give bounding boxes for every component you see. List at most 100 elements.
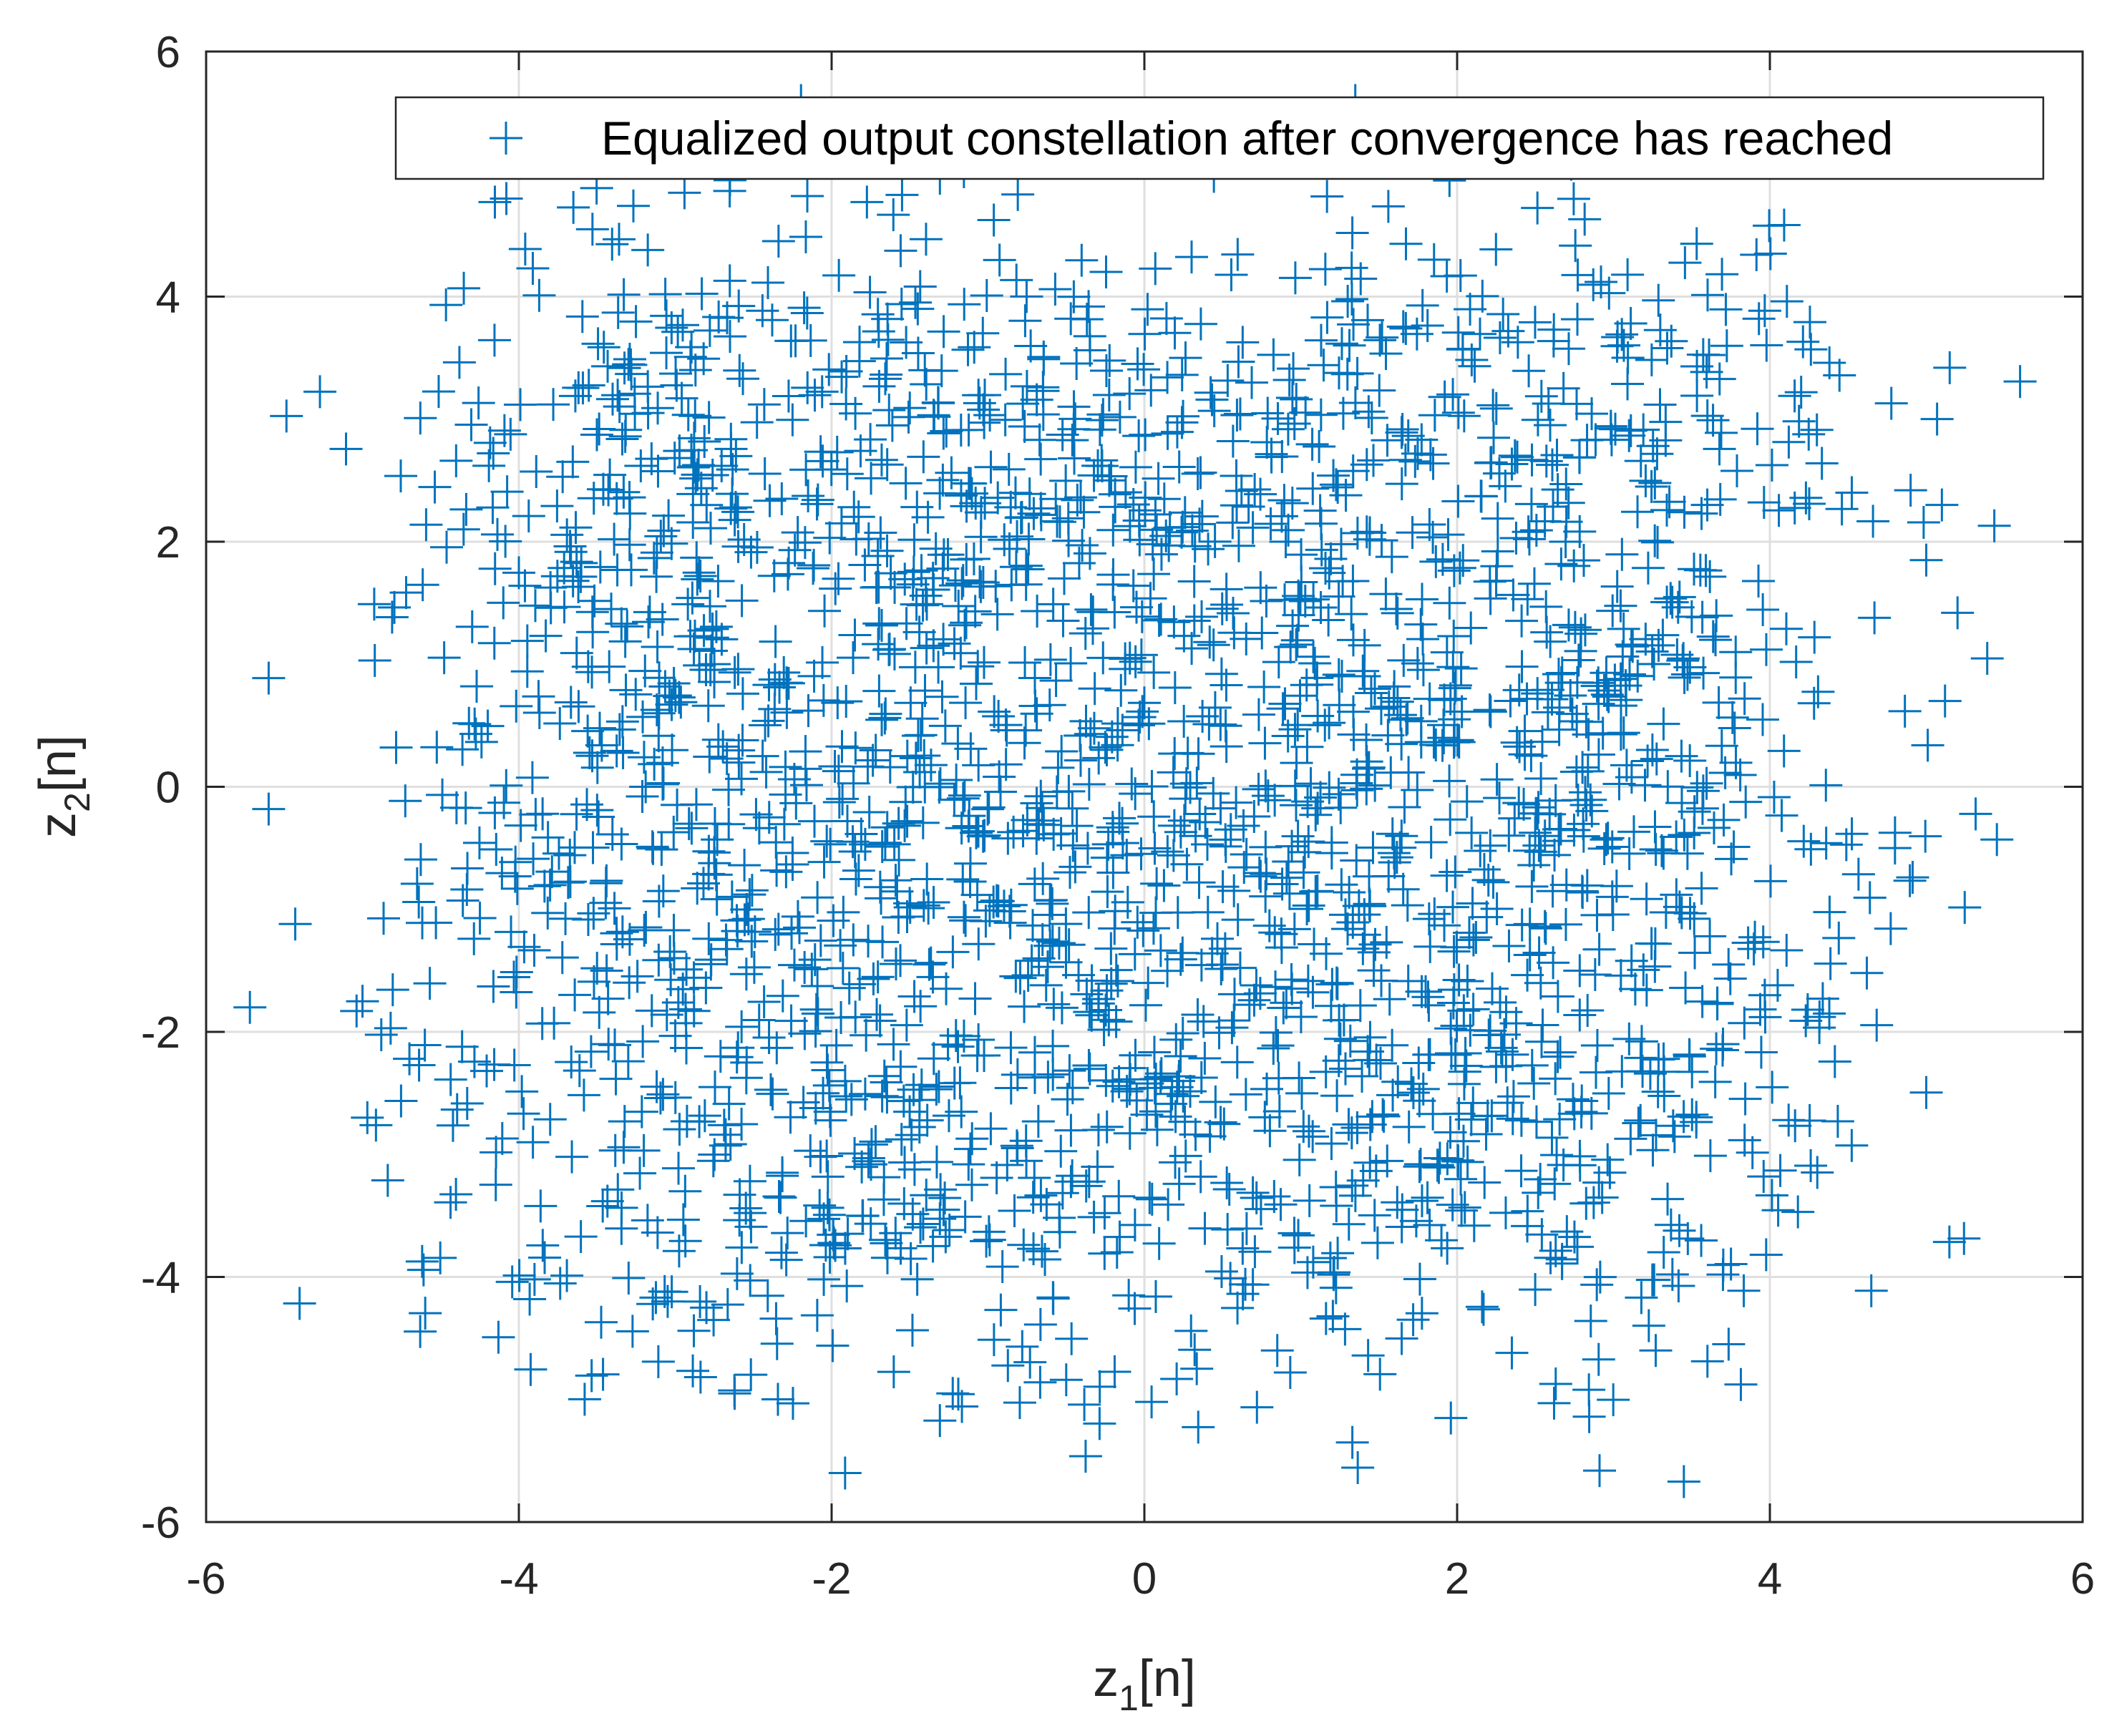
data-point: [1423, 1141, 1456, 1175]
data-point: [1534, 409, 1567, 442]
data-point: [1793, 306, 1826, 339]
data-point: [826, 951, 860, 985]
data-point: [1126, 914, 1160, 947]
data-point: [1170, 847, 1204, 881]
data-point: [1436, 986, 1470, 1020]
data-point: [1477, 421, 1511, 454]
data-point: [1555, 697, 1589, 731]
data-point: [949, 686, 983, 720]
data-point: [904, 1211, 938, 1244]
data-point: [1208, 932, 1242, 965]
data-point: [926, 463, 960, 497]
data-point: [962, 927, 996, 961]
data-point: [1265, 931, 1298, 965]
data-point: [714, 422, 748, 456]
data-point: [893, 391, 927, 425]
data-point: [402, 885, 436, 919]
data-point: [1610, 748, 1643, 782]
data-point: [822, 785, 856, 819]
data-point: [1557, 182, 1590, 215]
data-point: [642, 719, 676, 753]
data-point: [729, 957, 763, 991]
data-point: [1238, 1235, 1272, 1269]
data-point: [1341, 1450, 1375, 1484]
data-point: [1290, 1256, 1324, 1289]
data-point: [1220, 786, 1253, 819]
data-point: [1257, 1032, 1290, 1066]
data-point: [967, 645, 1001, 679]
data-point: [877, 1355, 910, 1389]
data-point: [1227, 851, 1261, 884]
data-point: [434, 1063, 467, 1096]
data-point: [1401, 437, 1434, 470]
data-point: [404, 401, 437, 435]
data-point: [1052, 774, 1086, 808]
data-point: [619, 305, 653, 338]
data-point: [676, 1354, 710, 1388]
data-point: [1147, 869, 1181, 902]
data-point: [1616, 630, 1650, 663]
data-point: [439, 1178, 473, 1211]
data-point: [1262, 1095, 1296, 1128]
data-point: [1285, 565, 1318, 599]
data-point: [1933, 351, 1967, 384]
data-point: [1118, 1292, 1152, 1325]
data-point: [1389, 312, 1423, 346]
data-point: [1427, 721, 1461, 755]
data-point: [1310, 937, 1343, 970]
data-point: [1539, 1367, 1572, 1401]
data-point: [1668, 246, 1702, 280]
data-point: [960, 816, 993, 849]
data-point: [962, 1023, 996, 1056]
data-point: [769, 778, 802, 811]
data-point: [844, 434, 877, 468]
data-point: [1496, 1080, 1530, 1113]
data-point: [409, 508, 443, 542]
data-point: [1404, 608, 1438, 641]
data-point: [1039, 482, 1073, 516]
data-point: [1532, 673, 1565, 707]
data-point: [463, 902, 497, 935]
data-point: [571, 903, 605, 937]
data-point: [983, 775, 1017, 809]
data-point: [1636, 1133, 1670, 1167]
data-point: [1056, 829, 1090, 862]
data-point: [652, 499, 686, 532]
data-point: [1350, 448, 1383, 482]
data-point: [671, 587, 705, 621]
data-point: [994, 888, 1028, 922]
data-point: [1140, 867, 1174, 900]
data-point: [1297, 640, 1330, 673]
data-point: [678, 399, 712, 433]
data-point: [1197, 628, 1230, 662]
data-point: [1083, 1370, 1116, 1403]
data-point: [1044, 1134, 1078, 1168]
data-point: [692, 401, 726, 434]
data-point: [909, 579, 943, 613]
data-point: [819, 1028, 853, 1062]
data-point: [1430, 259, 1464, 293]
data-point: [1249, 879, 1282, 913]
data-point: [1251, 779, 1285, 813]
data-point: [490, 475, 524, 509]
data-point: [837, 641, 870, 675]
data-point: [824, 507, 858, 540]
data-point: [1779, 645, 1813, 679]
data-point: [1612, 419, 1646, 452]
data-point: [1052, 928, 1086, 962]
data-point: [618, 397, 652, 431]
data-point: [885, 287, 918, 321]
data-point: [1144, 603, 1178, 636]
data-point: [1476, 865, 1510, 899]
data-point: [626, 780, 659, 814]
data-point: [1245, 616, 1279, 650]
data-point: [1403, 1150, 1436, 1184]
data-point: [798, 804, 832, 838]
data-point: [1800, 413, 1834, 447]
data-point: [868, 1223, 902, 1257]
data-point: [862, 315, 895, 348]
data-point: [1762, 494, 1796, 527]
data-point: [502, 556, 535, 590]
x-tick-label: -4: [499, 1554, 538, 1604]
data-point: [1100, 1236, 1134, 1269]
